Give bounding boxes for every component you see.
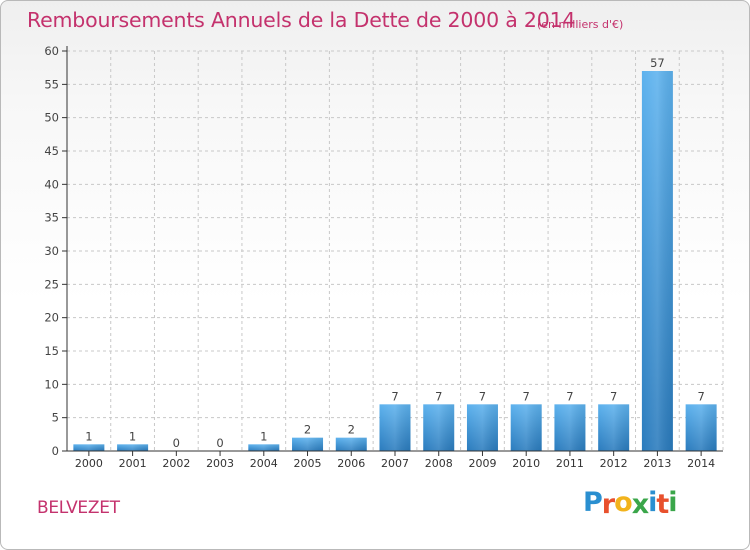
bar-shine [510, 404, 542, 451]
bar-value-label: 7 [391, 389, 398, 403]
y-tick-label: 5 [52, 411, 59, 425]
bar-shine [554, 404, 586, 451]
x-tick-label: 2007 [381, 457, 409, 470]
y-tick-label: 25 [44, 277, 59, 291]
x-tick-label: 2014 [687, 457, 715, 470]
bar-value-label: 7 [435, 389, 442, 403]
bar-shine [466, 404, 498, 451]
x-tick-label: 2010 [512, 457, 540, 470]
logo-letter: o [614, 487, 633, 518]
chart-title: Remboursements Annuels de la Dette de 20… [27, 8, 576, 32]
y-tick-label: 20 [44, 311, 59, 325]
bar-shine [598, 404, 630, 451]
labels: 0 5 10 15 20 25 30 35 40 45 50 55 60 1 2000 1 2001 0 2002 0… [44, 44, 715, 470]
y-tick-label: 35 [44, 211, 59, 225]
bar-value-label: 1 [129, 429, 136, 443]
x-tick-label: 2013 [643, 457, 671, 470]
y-tick-label: 55 [44, 77, 59, 91]
x-tick-label: 2005 [294, 457, 322, 470]
bars [73, 71, 717, 451]
x-tick-label: 2002 [162, 457, 190, 470]
logo-letter: x [631, 489, 649, 520]
bar-value-label: 7 [610, 389, 617, 403]
bar-value-label: 1 [260, 429, 267, 443]
y-tick-label: 50 [44, 111, 59, 125]
bar-value-label: 7 [479, 389, 486, 403]
bar-shine [685, 404, 717, 451]
logo-letter: i [668, 487, 677, 518]
bar-shine [292, 437, 324, 451]
bar-value-label: 0 [216, 436, 223, 450]
y-tick-label: 0 [52, 444, 59, 458]
x-tick-label: 2009 [468, 457, 496, 470]
y-tick-label: 10 [44, 377, 59, 391]
bar-shine [73, 444, 105, 451]
x-tick-label: 2001 [119, 457, 147, 470]
logo-letter: t [656, 489, 669, 520]
bar-value-label: 7 [523, 389, 530, 403]
bar-value-label: 2 [348, 423, 355, 437]
axes [62, 46, 723, 456]
bar-shine [641, 71, 673, 451]
x-tick-label: 2011 [556, 457, 584, 470]
bar-value-label: 7 [566, 389, 573, 403]
bar-value-label: 57 [650, 56, 665, 70]
y-tick-label: 40 [44, 177, 59, 191]
logo-letter: P [583, 487, 603, 518]
x-tick-label: 2004 [250, 457, 278, 470]
bar-shine [423, 404, 455, 451]
logo-letter: r [601, 489, 615, 520]
y-tick-label: 30 [44, 244, 59, 258]
commune-name: BELVEZET [37, 498, 120, 518]
y-tick-label: 45 [44, 144, 59, 158]
bar-value-label: 7 [697, 389, 704, 403]
bar-shine [379, 404, 411, 451]
x-tick-label: 2000 [75, 457, 103, 470]
bar-shine [335, 437, 367, 451]
x-tick-label: 2008 [425, 457, 453, 470]
bar-value-label: 2 [304, 423, 311, 437]
bar-value-label: 0 [173, 436, 180, 450]
y-tick-label: 60 [44, 44, 59, 58]
logo-letter: i [648, 487, 657, 518]
bar-shine [248, 444, 280, 451]
chart-unit: (en milliers d'€) [537, 18, 624, 31]
proxiti-logo: Proxiti [583, 487, 678, 520]
bar-shine [117, 444, 149, 451]
x-tick-label: 2012 [600, 457, 628, 470]
y-tick-label: 15 [44, 344, 59, 358]
bar-value-label: 1 [85, 429, 92, 443]
x-tick-label: 2003 [206, 457, 234, 470]
x-tick-label: 2006 [337, 457, 365, 470]
